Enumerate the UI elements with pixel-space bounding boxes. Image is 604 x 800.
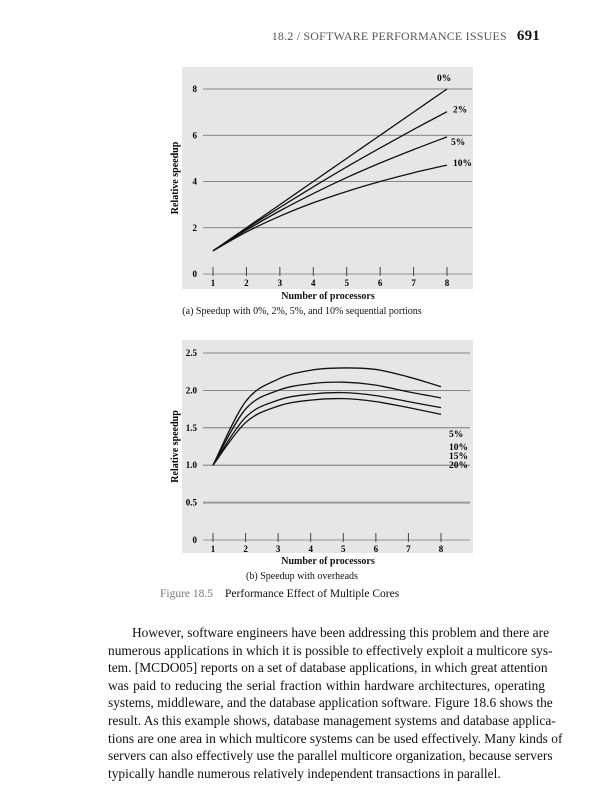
chart-b-xlabel: Number of processors <box>281 556 375 567</box>
series-label: 10% <box>453 159 472 169</box>
x-tick-label: 2 <box>243 544 248 554</box>
series-label: 15% <box>449 452 468 462</box>
plot-background <box>182 340 473 553</box>
series-label: 2% <box>453 106 467 116</box>
y-tick-label: 8 <box>193 84 198 94</box>
x-tick-label: 7 <box>411 278 416 288</box>
x-tick-label: 3 <box>276 544 281 554</box>
page-number: 691 <box>516 28 540 44</box>
body-line: servers can also effectively use the par… <box>108 748 553 764</box>
x-tick-label: 6 <box>378 278 383 288</box>
body-paragraph: However, software engineers have been ad… <box>108 624 563 782</box>
chart-a-xlabel: Number of processors <box>281 291 375 302</box>
running-header: 18.2 / SOFTWARE PERFORMANCE ISSUES 691 <box>272 28 540 45</box>
series-line-2pct <box>212 111 448 252</box>
body-line: tem. [MCDO05] reports on a set of databa… <box>108 660 548 676</box>
y-tick-label: 2 <box>193 223 198 233</box>
body-line: tions are one area in which multicore sy… <box>108 730 563 746</box>
x-tick-label: 7 <box>406 544 411 554</box>
x-tick-label: 2 <box>244 278 249 288</box>
y-tick-label: 1.0 <box>186 460 198 470</box>
body-line: However, software engineers have been ad… <box>132 625 550 640</box>
y-tick-label: 2.5 <box>186 348 198 358</box>
figure-title: Performance Effect of Multiple Cores <box>225 588 400 600</box>
chart-b-speedup-overheads: 0 0.5 1.0 1.5 2.0 2.5 1 2 3 4 5 6 7 8 Relative speedup… <box>170 340 473 554</box>
body-line: systems, middleware, and the database ap… <box>108 695 553 711</box>
body-line: result. As this example shows, database … <box>108 712 556 728</box>
x-tick-label: 3 <box>278 278 283 288</box>
y-tick-label: 2.0 <box>186 385 198 395</box>
x-tick-label: 1 <box>211 278 216 288</box>
y-tick-label: 0 <box>193 269 198 279</box>
x-tick-label: 4 <box>308 544 313 554</box>
x-tick-label: 1 <box>211 544 216 554</box>
body-line: was paid to reducing the serial fraction… <box>108 677 545 693</box>
series-label: 20% <box>449 461 468 471</box>
x-tick-label: 8 <box>439 544 444 554</box>
y-axis-label: Relative speedup <box>170 141 181 214</box>
y-tick-label: 4 <box>193 177 198 187</box>
chart-a-caption: (a) Speedup with 0%, 2%, 5%, and 10% seq… <box>182 306 422 317</box>
series-line-10pct <box>212 381 442 466</box>
y-tick-label: 6 <box>193 130 198 140</box>
body-line: numerous applications in which it is pos… <box>108 642 553 658</box>
figure-number: Figure 18.5 <box>160 588 214 600</box>
chart-a-speedup-sequential: 0 2 4 6 8 1 2 3 4 5 6 7 8 Relative speedup 0% 2% 5% 10% <box>170 67 473 289</box>
series-label: 5% <box>451 138 465 148</box>
x-tick-label: 4 <box>311 278 316 288</box>
x-tick-label: 8 <box>445 278 450 288</box>
y-tick-label: 1.5 <box>186 423 198 433</box>
y-axis-label: Relative speedup <box>170 410 181 483</box>
x-tick-label: 6 <box>374 544 379 554</box>
series-line-5pct <box>212 367 442 466</box>
section-title: 18.2 / SOFTWARE PERFORMANCE ISSUES <box>271 29 507 43</box>
series-line-10pct <box>212 164 448 252</box>
series-label: 10% <box>449 443 468 453</box>
series-line-5pct <box>212 136 448 252</box>
series-line-0pct <box>212 88 448 252</box>
series-label: 0% <box>437 74 451 84</box>
y-tick-label: 0 <box>193 535 198 545</box>
chart-b-caption: (b) Speedup with overheads <box>246 571 358 582</box>
x-tick-label: 5 <box>344 278 349 288</box>
body-line: typically handle numerous relatively ind… <box>108 765 501 781</box>
series-line-20pct <box>212 397 442 466</box>
series-label: 5% <box>449 430 463 440</box>
x-tick-label: 5 <box>341 544 346 554</box>
figure-caption: Figure 18.5 Performance Effect of Multipl… <box>160 588 399 600</box>
y-tick-label: 0.5 <box>186 498 198 508</box>
series-line-15pct <box>212 391 442 466</box>
